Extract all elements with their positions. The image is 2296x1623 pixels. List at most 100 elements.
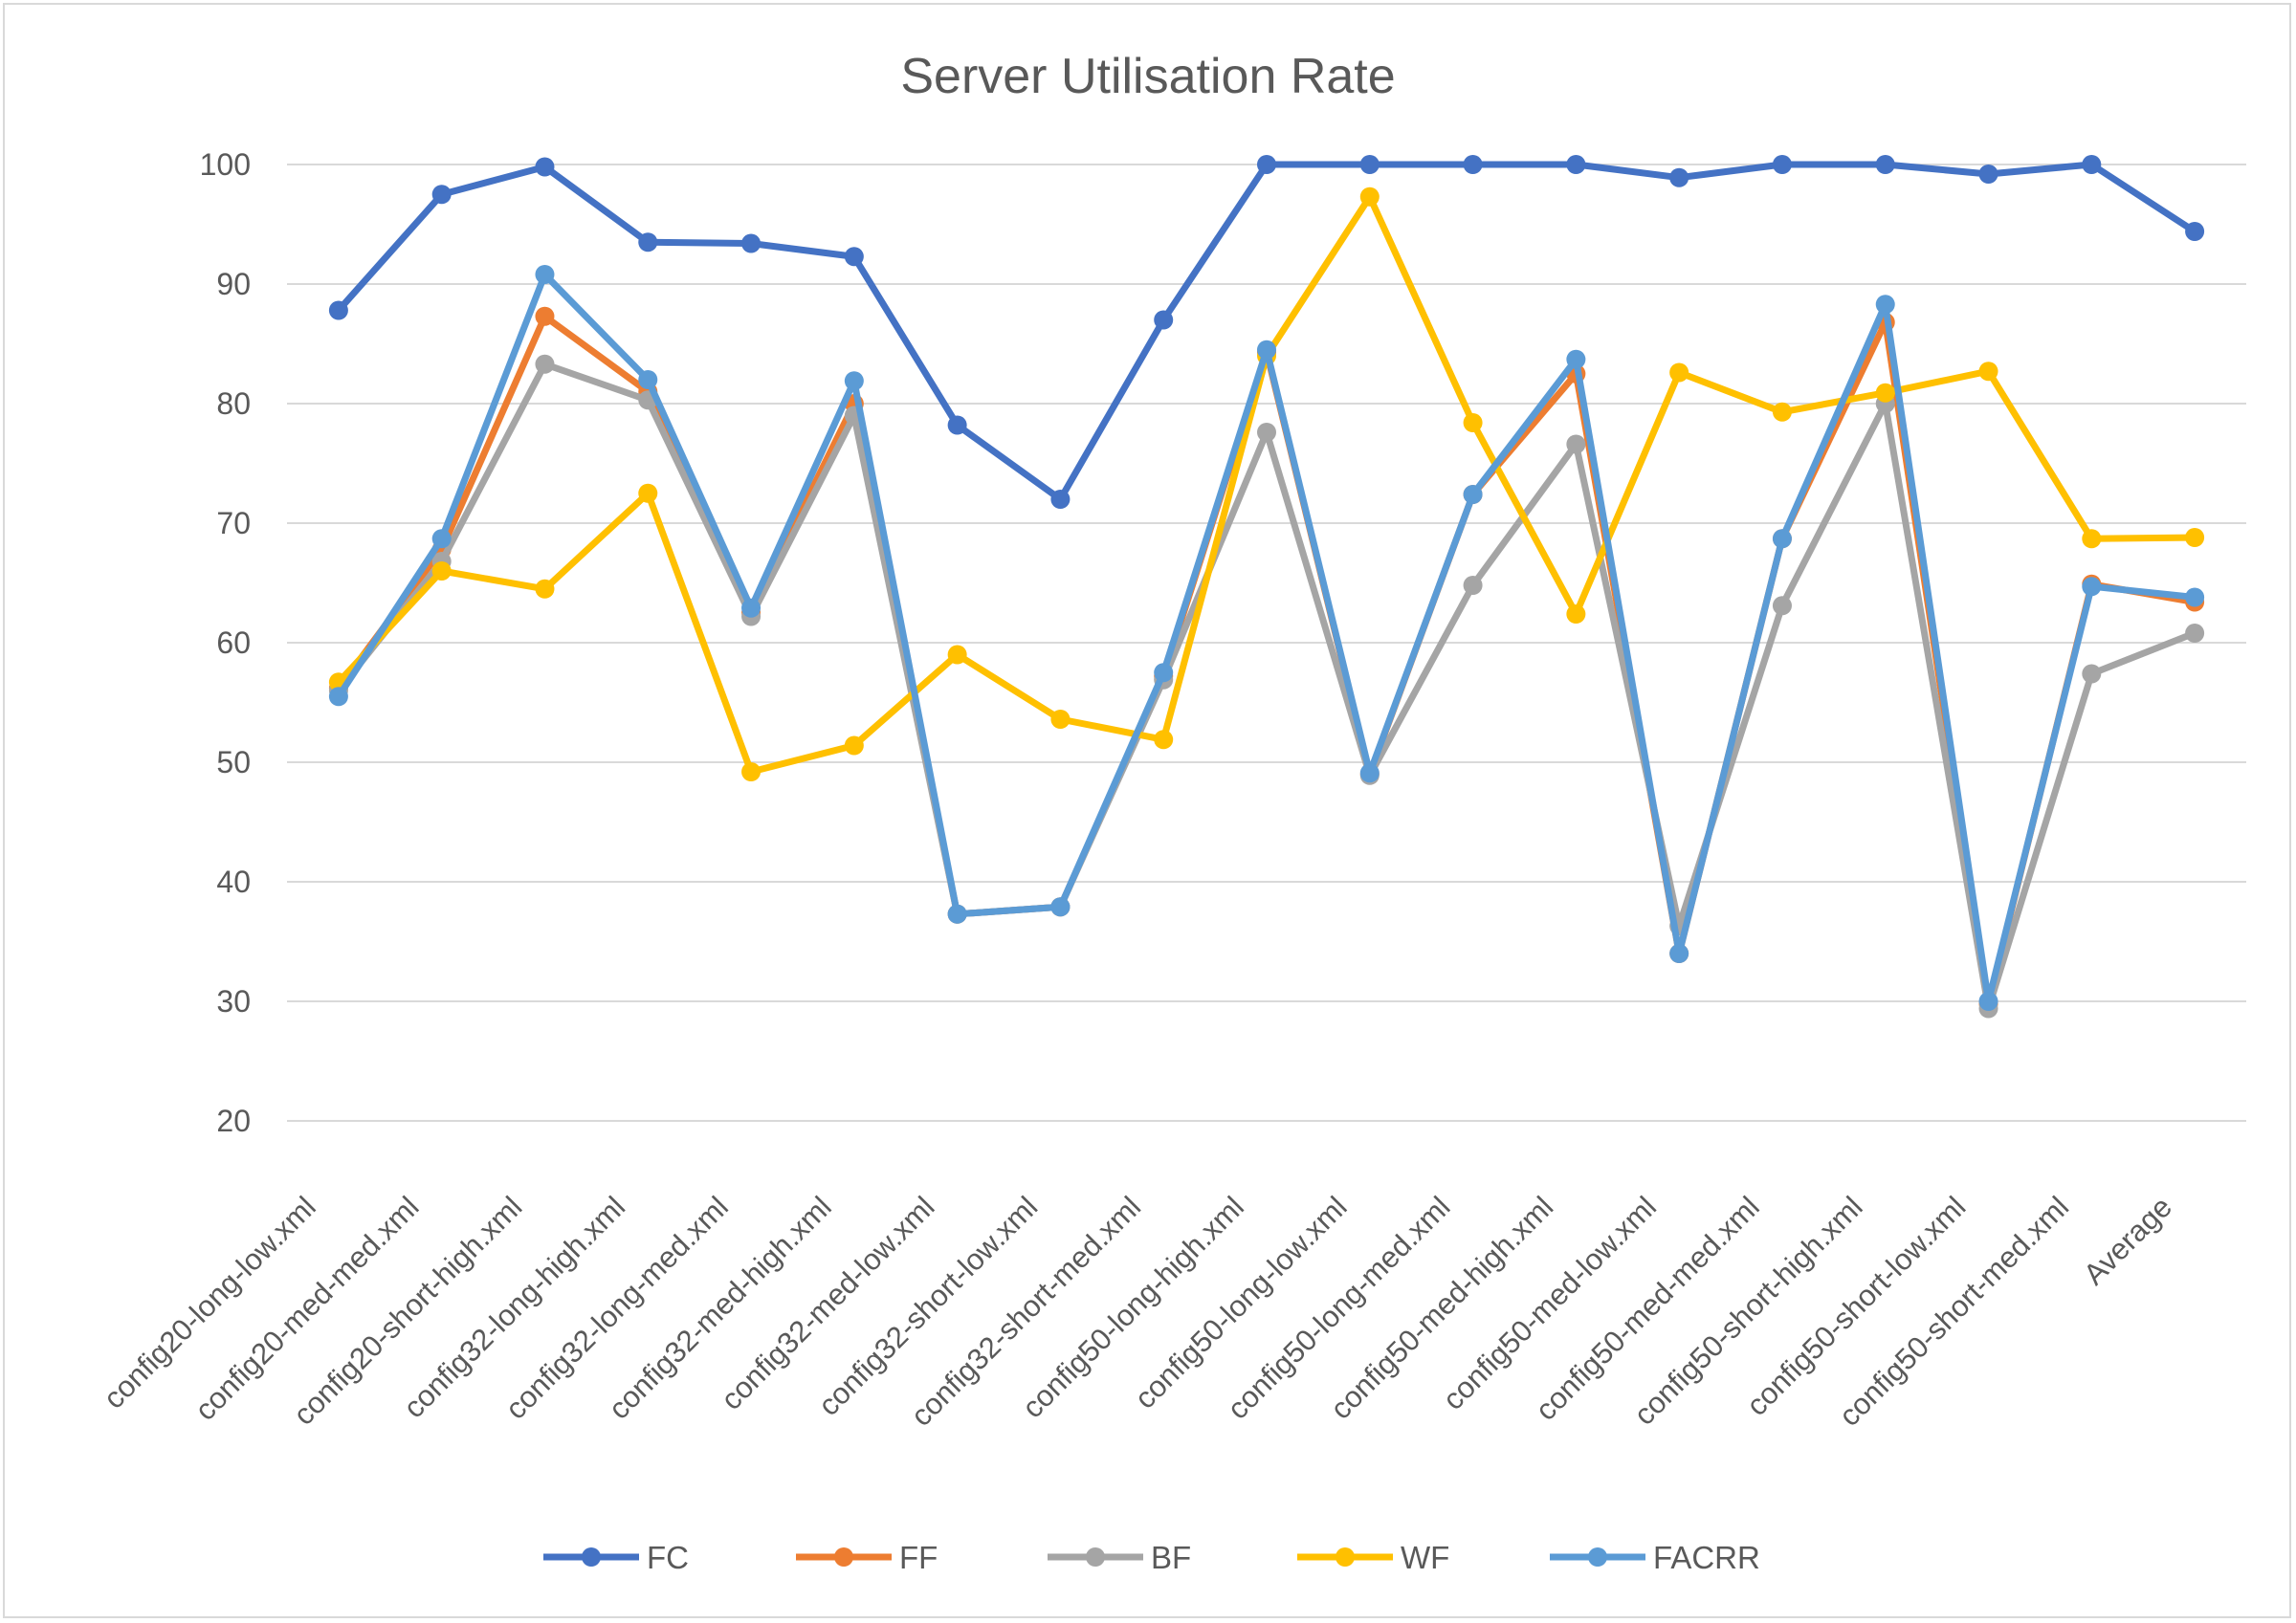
- data-point-wf: [844, 735, 864, 756]
- y-tick-label: 80: [216, 386, 251, 421]
- legend-marker: [834, 1547, 853, 1567]
- y-tick-label: 70: [216, 506, 251, 540]
- y-tick-label: 40: [216, 865, 251, 899]
- y-tick-label: 90: [216, 267, 251, 301]
- data-point-wf: [1669, 362, 1689, 383]
- series-wf: [328, 186, 2205, 781]
- series-fc: [328, 155, 2205, 509]
- data-point-fc: [535, 157, 555, 177]
- legend-marker: [1588, 1547, 1607, 1567]
- data-point-wf: [1154, 730, 1174, 750]
- data-point-facrr: [638, 370, 658, 389]
- legend-marker: [1336, 1547, 1355, 1567]
- data-point-fc: [1463, 155, 1483, 174]
- data-point-wf: [947, 645, 967, 665]
- legend-marker: [1086, 1547, 1105, 1567]
- data-point-bf: [2185, 624, 2205, 643]
- data-point-fc: [1772, 155, 1792, 174]
- data-point-facrr: [1566, 349, 1586, 369]
- data-point-facrr: [1359, 763, 1380, 783]
- data-point-bf: [1257, 423, 1276, 442]
- legend-label: BF: [1151, 1540, 1191, 1575]
- data-point-facrr: [1772, 529, 1792, 549]
- series-line-fc: [335, 161, 2198, 503]
- data-point-facrr: [535, 265, 555, 284]
- data-point-bf: [1772, 596, 1792, 616]
- series-facrr: [328, 265, 2205, 1011]
- chart-title: Server Utilisation Rate: [900, 49, 1395, 104]
- data-point-wf: [431, 561, 452, 581]
- data-point-fc: [1359, 155, 1380, 174]
- y-tick-label: 30: [216, 984, 251, 1019]
- x-axis-ticks: config20-long-low.xmlconfig20-med-med.xm…: [97, 1190, 2178, 1433]
- data-point-facrr: [2082, 577, 2102, 597]
- data-point-wf: [2082, 529, 2102, 549]
- legend-label: FF: [899, 1540, 938, 1575]
- legend-item-wf: WF: [1297, 1540, 1449, 1575]
- data-point-facrr: [1875, 295, 1895, 315]
- data-point-facrr: [1978, 992, 1998, 1011]
- data-point-facrr: [1050, 897, 1071, 917]
- series-ff: [328, 306, 2205, 1014]
- legend-item-bf: BF: [1048, 1540, 1191, 1575]
- data-point-facrr: [328, 687, 348, 707]
- data-point-fc: [741, 233, 762, 253]
- data-point-fc: [1154, 310, 1174, 330]
- series-line-ff: [335, 313, 2198, 1007]
- data-point-facrr: [844, 371, 864, 391]
- data-point-fc: [844, 247, 864, 267]
- data-point-wf: [1566, 604, 1586, 624]
- data-point-wf: [1978, 362, 1998, 382]
- x-tick-label: Average: [2077, 1190, 2178, 1291]
- data-point-wf: [1050, 710, 1071, 729]
- data-point-fc: [1566, 155, 1586, 174]
- data-point-wf: [535, 579, 555, 599]
- data-point-wf: [1772, 402, 1792, 422]
- data-point-bf: [1566, 434, 1586, 454]
- data-point-facrr: [431, 529, 452, 549]
- y-tick-label: 20: [216, 1104, 251, 1138]
- data-point-facrr: [1463, 485, 1483, 504]
- data-point-fc: [431, 185, 452, 205]
- data-point-facrr: [947, 904, 967, 924]
- data-point-wf: [638, 483, 658, 503]
- legend-item-fc: FC: [543, 1540, 689, 1575]
- series-line-wf: [335, 193, 2198, 776]
- legend: FC FF BF WF FACRR: [543, 1540, 1760, 1575]
- data-point-fc: [1050, 490, 1071, 509]
- data-point-bf: [2082, 664, 2102, 684]
- data-point-fc: [1257, 155, 1276, 174]
- legend-item-facrr: FACRR: [1550, 1540, 1760, 1575]
- data-point-fc: [1669, 167, 1689, 187]
- data-point-facrr: [2185, 587, 2205, 607]
- series-bf: [328, 354, 2205, 1019]
- data-point-ff: [535, 306, 555, 326]
- data-point-wf: [741, 762, 762, 781]
- chart-frame: [3, 3, 2291, 1618]
- data-point-bf: [1463, 576, 1483, 595]
- data-point-facrr: [1257, 340, 1276, 360]
- data-point-facrr: [1669, 944, 1689, 963]
- data-point-fc: [947, 415, 967, 435]
- data-point-fc: [1875, 155, 1895, 174]
- data-point-fc: [1978, 164, 1998, 184]
- series-line-bf: [335, 361, 2198, 1012]
- data-point-facrr: [1154, 663, 1174, 683]
- data-point-fc: [638, 232, 658, 252]
- legend-item-ff: FF: [796, 1540, 938, 1575]
- legend-label: FACRR: [1653, 1540, 1760, 1575]
- data-point-wf: [1463, 413, 1483, 432]
- y-tick-label: 50: [216, 745, 251, 779]
- data-point-fc: [2082, 155, 2102, 174]
- y-tick-label: 60: [216, 625, 251, 660]
- y-axis-ticks: 20 30 40 50 60 70 80 90 100: [200, 147, 251, 1138]
- data-point-wf: [1359, 186, 1380, 207]
- data-point-wf: [2185, 528, 2205, 547]
- data-point-facrr: [741, 598, 762, 618]
- legend-label: FC: [647, 1540, 689, 1575]
- data-point-fc: [328, 300, 348, 320]
- y-tick-label: 100: [200, 147, 251, 182]
- data-point-fc: [2185, 222, 2205, 241]
- data-point-bf: [535, 354, 555, 374]
